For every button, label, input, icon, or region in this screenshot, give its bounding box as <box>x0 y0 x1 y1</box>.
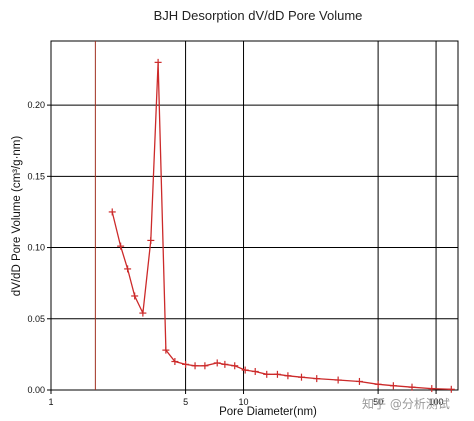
data-point <box>241 366 249 374</box>
data-point <box>284 372 292 380</box>
data-point <box>408 383 416 391</box>
data-point <box>154 58 162 66</box>
x-tick-label: 1 <box>48 397 53 407</box>
data-point <box>201 362 209 370</box>
y-tick-label: 0.10 <box>27 243 45 253</box>
y-tick-label: 0.05 <box>27 314 45 324</box>
data-point <box>355 377 363 385</box>
x-axis-label: Pore Diameter(nm) <box>219 406 317 418</box>
data-point <box>147 236 155 244</box>
grid <box>50 41 458 391</box>
series-line <box>111 62 452 390</box>
x-tick-label: 50 <box>373 397 383 407</box>
x-tick-label: 100 <box>429 397 444 407</box>
y-tick-label: 0.20 <box>27 100 45 110</box>
data-point <box>389 382 397 390</box>
data-point <box>117 242 125 250</box>
y-axis-label: dV/dD Pore Volume (cm³/g·nm) <box>11 136 23 297</box>
data-point <box>139 309 147 317</box>
data-point <box>171 358 179 366</box>
data-point <box>124 265 132 273</box>
data-point <box>297 373 305 381</box>
data-point <box>108 208 116 216</box>
data-point <box>251 367 259 375</box>
data-point <box>213 359 221 367</box>
plot-frame <box>50 40 459 391</box>
data-point <box>447 385 455 393</box>
data-point <box>231 362 239 370</box>
data-point <box>221 360 229 368</box>
x-axis-ticks: 1 5 10 50 100 <box>48 390 444 407</box>
data-point <box>162 346 170 354</box>
data-point <box>334 376 342 384</box>
data-point <box>263 370 271 378</box>
data-point <box>428 385 436 393</box>
y-axis-ticks: 0.00 0.05 0.10 0.15 0.20 <box>27 100 51 395</box>
data-point <box>191 362 199 370</box>
data-point <box>313 375 321 383</box>
series-layer <box>108 58 455 393</box>
data-point <box>273 370 281 378</box>
y-tick-label: 0.15 <box>27 171 45 181</box>
chart-title: BJH Desorption dV/dD Pore Volume <box>154 8 363 23</box>
x-tick-label: 10 <box>239 397 249 407</box>
data-point <box>374 380 382 388</box>
data-point <box>131 292 139 300</box>
x-tick-label: 5 <box>183 397 188 407</box>
data-point <box>182 360 190 368</box>
y-tick-label: 0.00 <box>27 385 45 395</box>
watermark: 知乎 @分析测试 <box>362 396 450 411</box>
